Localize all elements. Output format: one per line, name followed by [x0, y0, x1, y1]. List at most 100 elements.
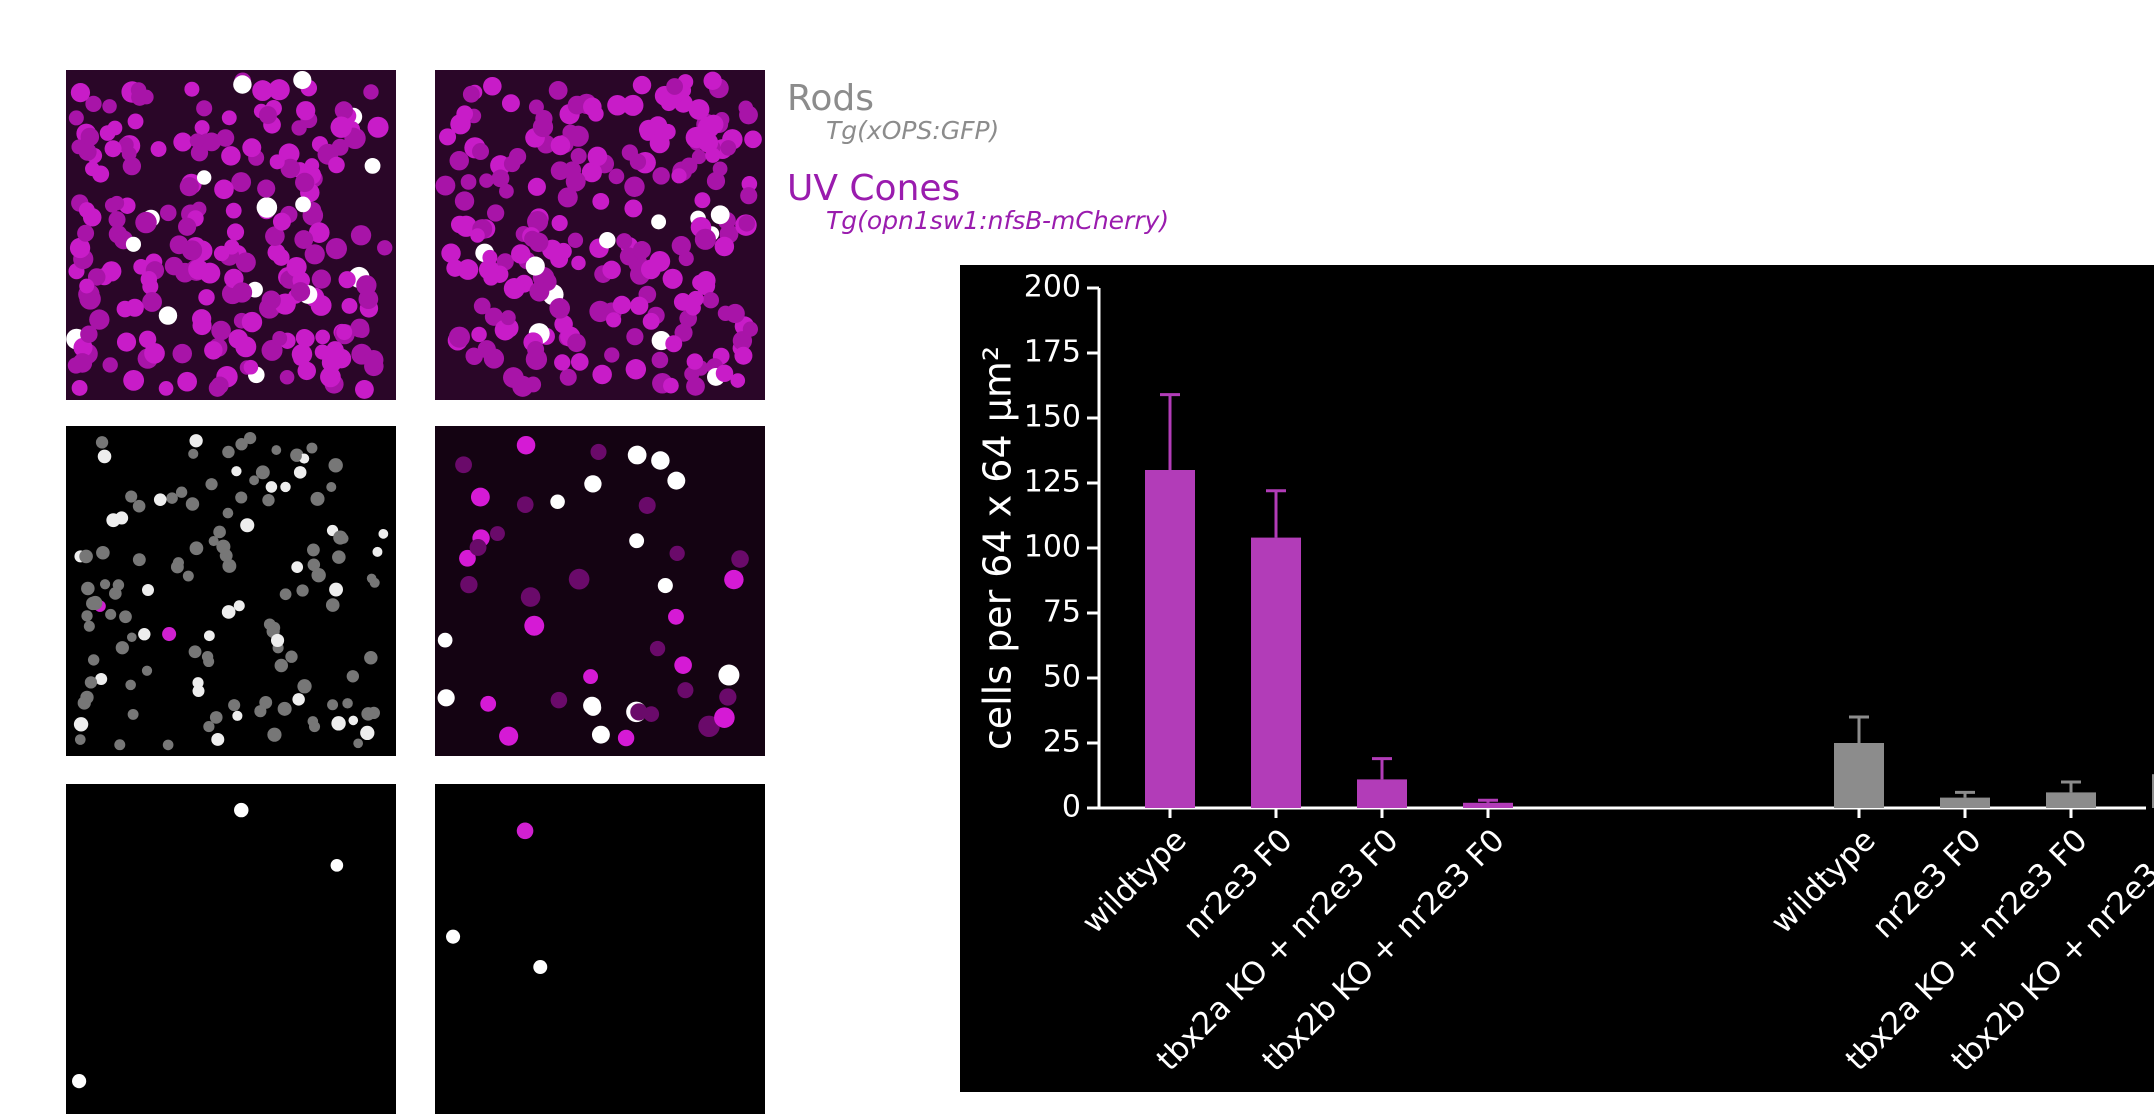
cell: [72, 1074, 87, 1089]
cell: [256, 197, 278, 218]
cell: [441, 243, 461, 263]
cell: [702, 291, 720, 309]
cell: [141, 665, 153, 676]
cell: [208, 535, 219, 547]
cell: [490, 526, 505, 542]
cell: [630, 296, 649, 315]
cell: [688, 99, 710, 120]
cell: [280, 158, 301, 179]
cell: [551, 214, 568, 232]
cell: [177, 371, 197, 392]
cell: [188, 645, 202, 659]
cell: [326, 341, 344, 359]
cell: [524, 615, 545, 636]
cell: [346, 670, 360, 683]
cell: [473, 297, 491, 315]
cell: [192, 684, 205, 697]
cell: [221, 146, 241, 166]
cell: [307, 558, 321, 572]
cell: [269, 154, 285, 170]
cell: [81, 581, 95, 596]
cell: [150, 141, 167, 158]
cell: [692, 274, 709, 291]
cell: [651, 451, 670, 470]
cell: [231, 172, 252, 192]
cell: [435, 175, 456, 196]
micrograph: [435, 70, 765, 400]
cell: [241, 311, 263, 333]
cell: [99, 579, 111, 590]
cell: [527, 177, 546, 196]
cell: [235, 252, 256, 273]
cell: [353, 738, 363, 749]
legend-sublabel: Tg(opn1sw1:nfsB-mCherry): [826, 206, 1169, 235]
cell: [583, 696, 601, 715]
y-tick-label: 200: [1024, 270, 1081, 305]
cell: [328, 458, 343, 473]
cell: [651, 214, 667, 230]
cell: [127, 708, 139, 720]
cell: [516, 435, 536, 455]
cell: [330, 859, 344, 872]
cell: [295, 196, 311, 213]
cell: [109, 587, 122, 600]
cell: [121, 146, 137, 162]
cell: [570, 147, 587, 165]
cell: [123, 369, 145, 391]
cell: [106, 513, 121, 528]
cell: [125, 679, 136, 691]
cell: [500, 310, 516, 326]
cell: [311, 568, 326, 583]
cell: [589, 300, 611, 323]
cell: [192, 309, 212, 329]
cell: [630, 703, 648, 721]
cell: [516, 822, 534, 840]
cell: [583, 669, 599, 685]
cell: [332, 550, 346, 564]
cell: [77, 696, 91, 710]
cell: [178, 217, 197, 236]
cell: [738, 215, 756, 232]
cell: [133, 258, 149, 275]
cell: [568, 568, 590, 590]
cell: [315, 329, 331, 345]
cell: [211, 732, 225, 746]
cell: [115, 641, 129, 655]
y-tick-label: 25: [1043, 725, 1081, 760]
cell: [293, 70, 312, 90]
cell: [310, 294, 332, 316]
cell: [203, 655, 215, 668]
bar: [1357, 779, 1407, 808]
cell: [446, 929, 461, 944]
cell: [179, 177, 199, 197]
cell: [297, 361, 316, 381]
cell: [78, 202, 95, 219]
cell: [649, 640, 666, 657]
cell: [158, 381, 174, 396]
cell: [102, 99, 117, 114]
cell: [95, 672, 108, 686]
cell: [528, 232, 549, 253]
cell: [235, 336, 257, 358]
cell: [108, 211, 126, 229]
cell: [550, 135, 571, 156]
cell: [189, 133, 205, 148]
bar: [2046, 792, 2096, 808]
cell: [265, 226, 285, 246]
cell: [663, 377, 679, 394]
cell: [554, 354, 571, 371]
cell: [570, 353, 589, 371]
cell: [74, 734, 86, 745]
cell: [358, 289, 379, 310]
cell: [525, 256, 545, 276]
cell: [599, 231, 616, 249]
cell: [606, 312, 622, 328]
cell: [294, 230, 314, 249]
cell: [83, 620, 95, 632]
cell: [459, 549, 476, 567]
cell: [261, 290, 281, 310]
cell: [714, 236, 735, 257]
cell: [306, 442, 318, 454]
cell: [698, 132, 719, 153]
cell: [470, 487, 490, 507]
